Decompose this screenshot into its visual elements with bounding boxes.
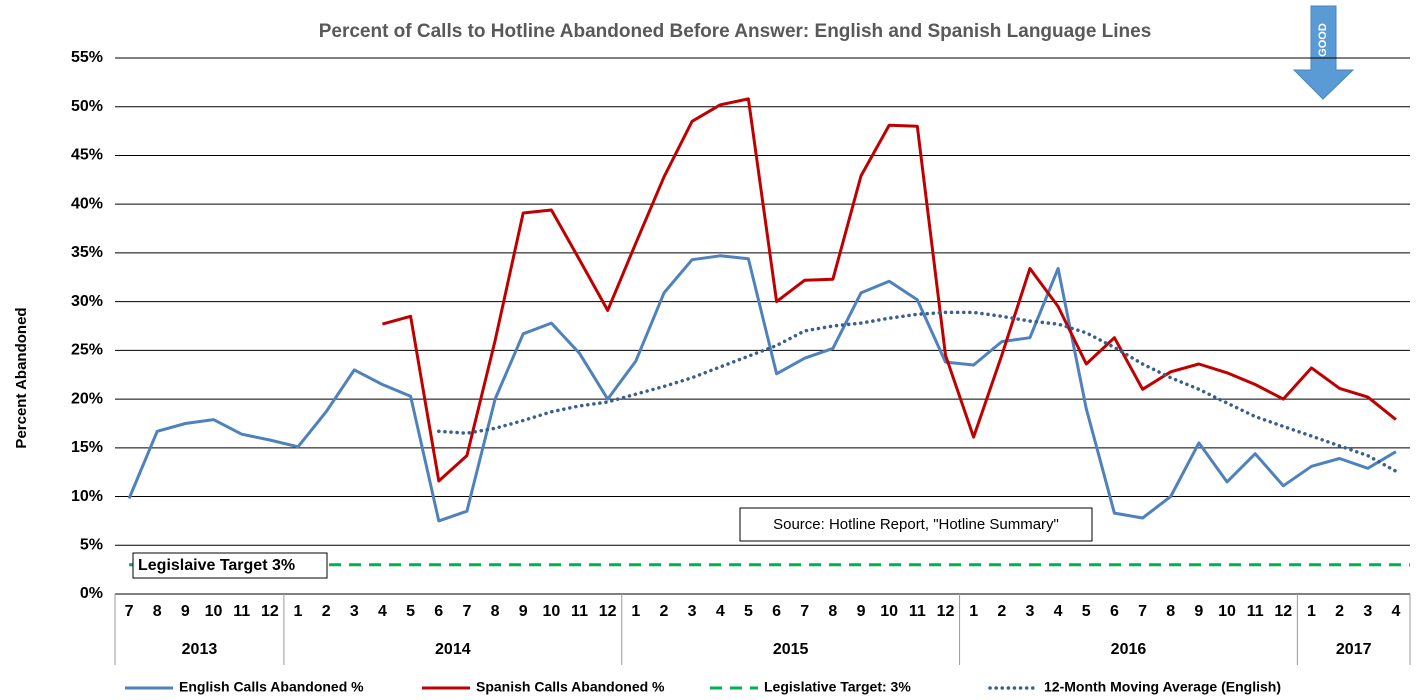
year-label: 2014: [435, 641, 471, 658]
x-tick-label: 3: [1363, 603, 1372, 620]
x-tick-label: 1: [1307, 603, 1316, 620]
year-label: 2017: [1336, 641, 1372, 658]
x-tick-label: 10: [542, 603, 560, 620]
x-tick-label: 6: [434, 603, 443, 620]
y-tick-label: 20%: [71, 390, 103, 407]
x-tick-label: 2: [660, 603, 669, 620]
year-label: 2015: [773, 641, 809, 658]
x-tick-label: 9: [181, 603, 190, 620]
x-tick-label: 10: [1218, 603, 1236, 620]
x-tick-label: 3: [1025, 603, 1034, 620]
x-tick-label: 6: [1110, 603, 1119, 620]
x-tick-label: 7: [800, 603, 809, 620]
legend-label: 12-Month Moving Average (English): [1044, 679, 1281, 695]
legend-label: Spanish Calls Abandoned %: [476, 679, 665, 695]
y-axis-label: Percent Abandoned: [13, 307, 30, 448]
y-tick-label: 10%: [71, 488, 103, 505]
x-tick-label: 11: [233, 603, 250, 620]
x-tick-label: 3: [350, 603, 359, 620]
x-tick-label: 2: [1335, 603, 1344, 620]
source-note: Source: Hotline Report, "Hotline Summary…: [773, 516, 1059, 533]
x-tick-label: 5: [744, 603, 753, 620]
x-tick-label: 2: [322, 603, 331, 620]
x-tick-label: 12: [1274, 603, 1292, 620]
series-line: [437, 310, 1398, 473]
y-tick-label: 50%: [71, 98, 103, 115]
x-tick-label: 6: [772, 603, 781, 620]
x-tick-label: 12: [937, 603, 955, 620]
good-arrow: GOOD: [1292, 5, 1355, 100]
series-line: [382, 97, 1397, 483]
target-label: Legislaive Target 3%: [138, 557, 295, 574]
x-tick-label: 8: [1166, 603, 1175, 620]
legend-label: Legislative Target: 3%: [764, 679, 911, 695]
y-tick-label: 15%: [71, 439, 103, 456]
x-tick-label: 12: [261, 603, 279, 620]
x-tick-label: 1: [294, 603, 303, 620]
x-tick-label: 7: [462, 603, 471, 620]
y-tick-label: 5%: [80, 536, 103, 553]
x-tick-label: 10: [205, 603, 223, 620]
x-tick-label: 11: [909, 603, 926, 620]
x-tick-label: 9: [519, 603, 528, 620]
arrow-shape: [1292, 5, 1355, 100]
x-tick-label: 8: [828, 603, 837, 620]
x-tick-label: 1: [631, 603, 640, 620]
chart-title: Percent of Calls to Hotline Abandoned Be…: [319, 21, 1152, 42]
x-tick-label: 4: [716, 603, 725, 620]
legend-label: English Calls Abandoned %: [179, 679, 364, 695]
arrow-label: GOOD: [1317, 23, 1329, 57]
x-tick-label: 12: [599, 603, 617, 620]
y-tick-label: 40%: [71, 195, 103, 212]
x-tick-label: 7: [1138, 603, 1147, 620]
y-tick-label: 45%: [71, 147, 103, 164]
x-tick-label: 1: [969, 603, 978, 620]
source-box: [739, 507, 1093, 542]
x-tick-label: 5: [1082, 603, 1091, 620]
x-tick-label: 2: [997, 603, 1006, 620]
year-label: 2013: [182, 641, 218, 658]
year-label: 2016: [1111, 641, 1147, 658]
x-tick-label: 8: [491, 603, 500, 620]
x-tick-label: 4: [1391, 603, 1400, 620]
x-tick-label: 4: [1054, 603, 1063, 620]
series-line: [127, 254, 1397, 523]
target-label-box: [132, 552, 328, 579]
x-tick-label: 7: [125, 603, 134, 620]
x-tick-label: 9: [1194, 603, 1203, 620]
x-tick-label: 10: [880, 603, 898, 620]
x-tick-label: 5: [406, 603, 415, 620]
y-tick-label: 55%: [71, 49, 103, 66]
x-tick-label: 11: [571, 603, 588, 620]
y-tick-label: 0%: [80, 585, 103, 602]
x-tick-label: 11: [1247, 603, 1264, 620]
y-tick-label: 30%: [71, 293, 103, 310]
y-tick-label: 25%: [71, 342, 103, 359]
y-tick-label: 35%: [71, 244, 103, 261]
x-tick-label: 3: [688, 603, 697, 620]
x-tick-label: 8: [153, 603, 162, 620]
x-tick-label: 4: [378, 603, 387, 620]
x-tick-label: 9: [857, 603, 866, 620]
